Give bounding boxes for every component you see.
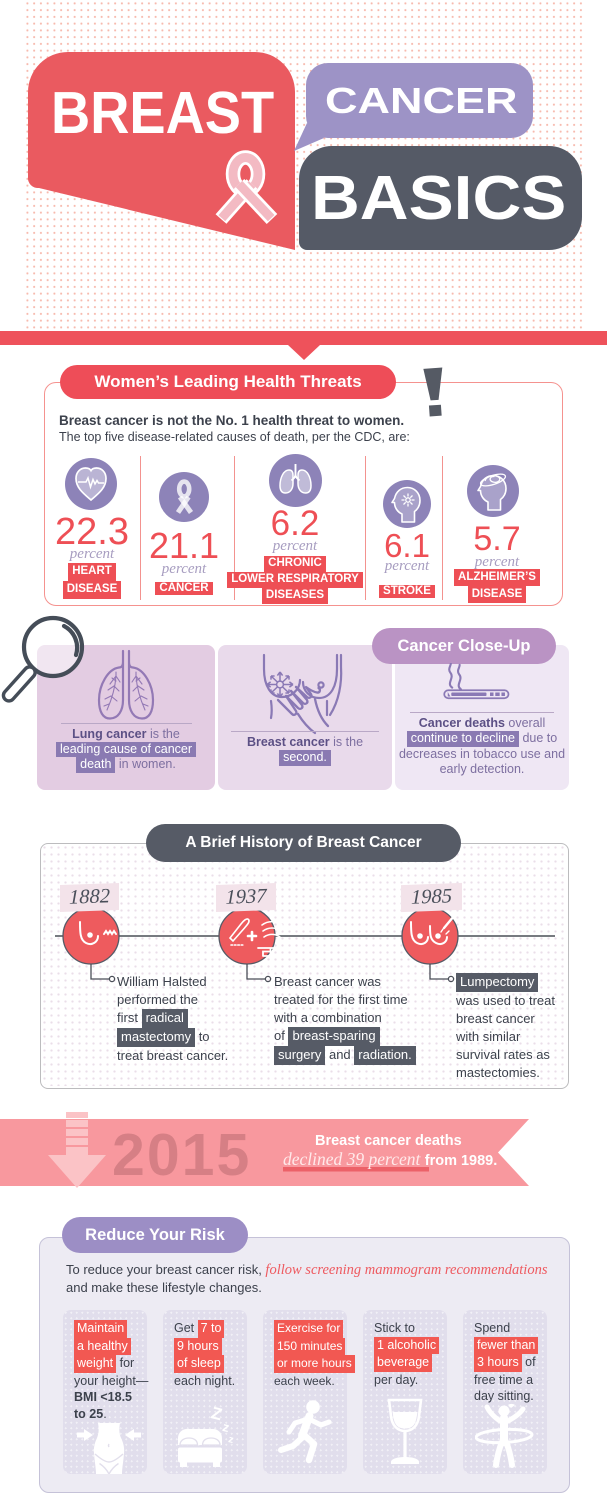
svg-text:z: z xyxy=(221,1419,231,1435)
svg-text:z: z xyxy=(227,1434,235,1446)
svg-text:Z: Z xyxy=(209,1403,224,1424)
